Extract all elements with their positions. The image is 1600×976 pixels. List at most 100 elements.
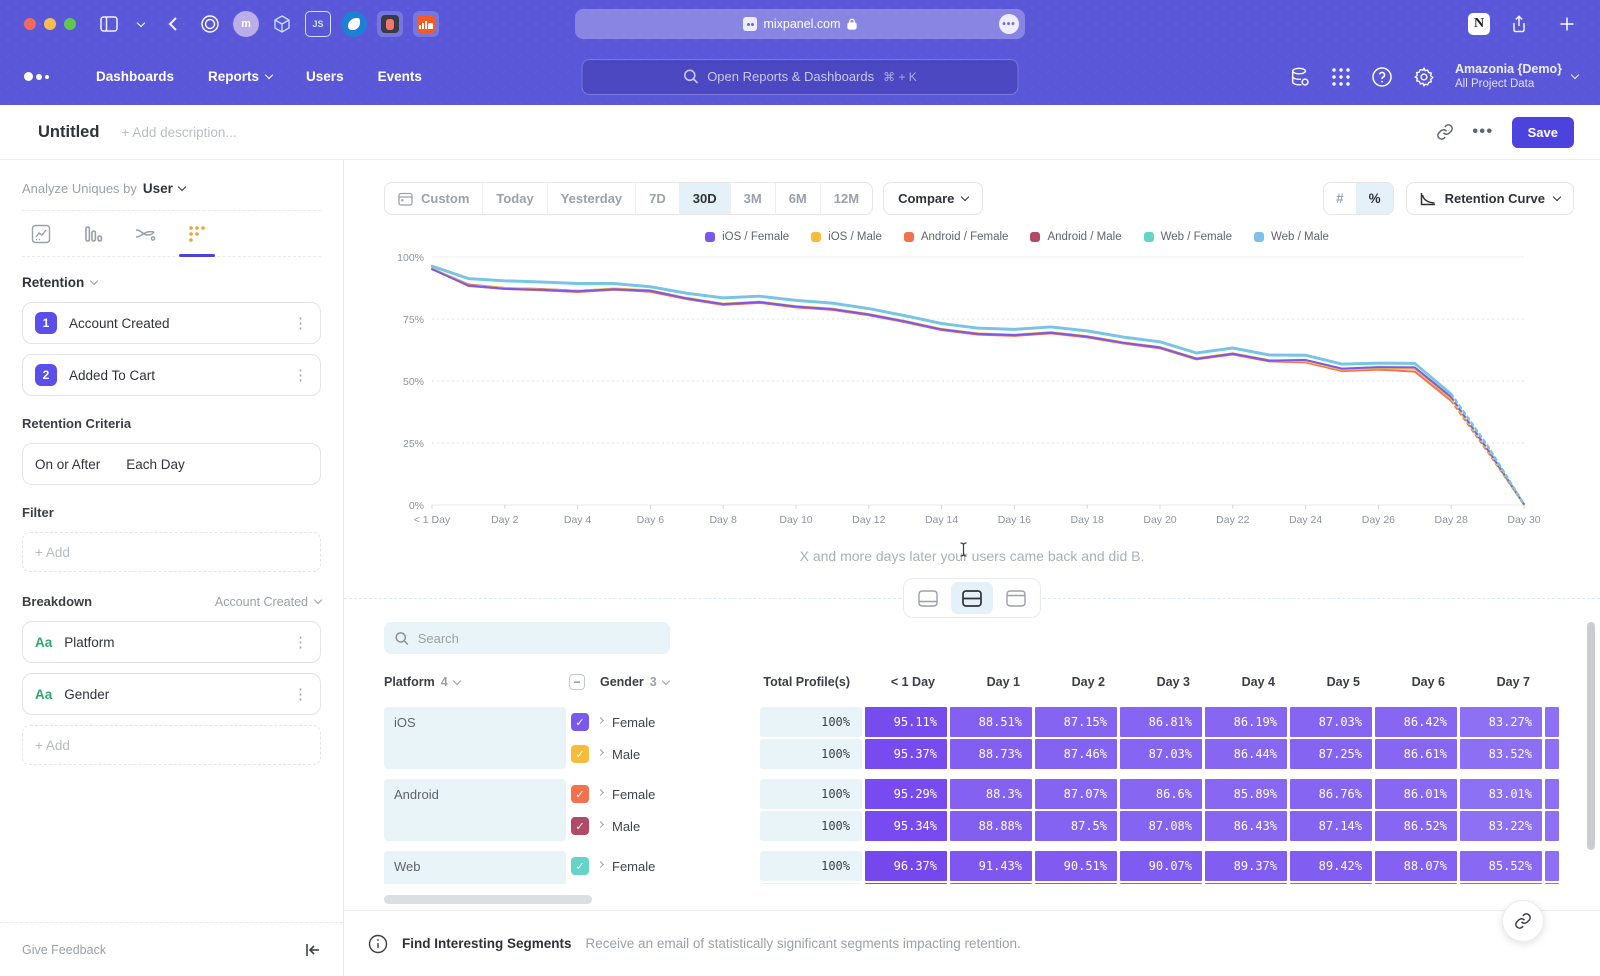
share-link-button[interactable] (1502, 900, 1544, 942)
tab-retention[interactable] (179, 224, 215, 257)
cube-icon[interactable] (269, 11, 295, 37)
back-button[interactable] (160, 11, 186, 37)
project-switcher[interactable]: Amazonia {Demo} All Project Data (1455, 62, 1580, 92)
nav-item-events[interactable]: Events (378, 69, 422, 84)
retention-value-cell[interactable]: 95.11% (865, 707, 947, 737)
retention-value-cell[interactable]: 87.07% (1035, 779, 1117, 809)
m-avatar[interactable]: m (233, 11, 259, 37)
collapse-panel-icon[interactable] (305, 943, 321, 957)
retention-value-cell[interactable]: 91.43% (950, 851, 1032, 881)
global-search-button[interactable]: Open Reports & Dashboards ⌘ + K (581, 58, 1019, 95)
mixpanel-logo[interactable] (24, 72, 49, 81)
retention-value-cell[interactable]: 91.41% (950, 883, 1032, 884)
retention-step-card[interactable]: 2 Added To Cart ⋮ (22, 354, 321, 396)
breakdown-event-dropdown[interactable]: Account Created (215, 595, 323, 609)
retention-value-cell[interactable]: 86.19% (1205, 707, 1287, 737)
nav-item-users[interactable]: Users (306, 69, 344, 84)
nav-item-dashboards[interactable]: Dashboards (96, 69, 174, 84)
notion-icon[interactable]: N (1468, 13, 1490, 35)
unit-percent-button[interactable]: % (1356, 183, 1393, 214)
chevron-down-icon[interactable] (134, 11, 148, 37)
legend-item[interactable]: Android / Male (1030, 231, 1122, 243)
series-checkbox[interactable]: ✓ (571, 817, 589, 835)
table-search[interactable] (384, 622, 670, 654)
retention-value-cell[interactable]: 88.07% (1375, 851, 1457, 881)
vertical-scrollbar[interactable] (1587, 622, 1595, 850)
retention-value-cell[interactable]: 86.43% (1205, 811, 1287, 841)
step-options-kebab[interactable]: ⋮ (293, 315, 308, 332)
help-icon[interactable] (1371, 66, 1393, 88)
browser-sidebar-icon[interactable] (96, 11, 122, 37)
settings-gear-icon[interactable] (1413, 66, 1435, 88)
retention-value-cell[interactable]: 85.52% (1460, 851, 1542, 881)
legend-item[interactable]: Android / Female (903, 231, 1008, 243)
reader-icon[interactable] (377, 11, 403, 37)
day-column-header[interactable]: Day 6 (1411, 675, 1445, 689)
retention-section-dropdown[interactable]: Retention (22, 275, 321, 290)
retention-value-cell[interactable]: 95.34% (865, 811, 947, 841)
maximize-window-button[interactable] (64, 18, 76, 30)
day-column-header[interactable]: < 1 Day (890, 675, 935, 689)
retention-value-cell[interactable]: 96.04% (865, 883, 947, 884)
day-column-header[interactable]: Day 3 (1156, 675, 1190, 689)
range-custom[interactable]: Custom (385, 183, 484, 214)
close-window-button[interactable] (24, 18, 36, 30)
legend-item[interactable]: iOS / Female (705, 231, 789, 243)
range-today[interactable]: Today (483, 183, 548, 214)
retention-value-cell[interactable]: 89.48% (1205, 883, 1287, 884)
tab-funnels[interactable] (80, 224, 106, 256)
retention-value-cell[interactable]: 90.54% (1035, 883, 1117, 884)
retention-value-cell[interactable]: 87.5% (1035, 811, 1117, 841)
breakdown-options-kebab[interactable]: ⋮ (293, 634, 308, 651)
address-bar[interactable]: mixpanel.com ••• (575, 9, 1025, 39)
retention-value-cell[interactable]: 95.29% (865, 779, 947, 809)
range-3m[interactable]: 3M (731, 183, 776, 214)
legend-item[interactable]: Web / Male (1253, 231, 1329, 243)
range-yesterday[interactable]: Yesterday (548, 183, 637, 214)
add-description[interactable]: + Add description... (121, 124, 237, 140)
minimize-window-button[interactable] (44, 18, 56, 30)
series-checkbox[interactable]: ✓ (571, 745, 589, 763)
expand-chevron-icon[interactable] (596, 716, 605, 725)
js-icon[interactable]: JS (305, 11, 331, 37)
retention-value-cell[interactable]: 86.01% (1375, 779, 1457, 809)
retention-value-cell[interactable]: 90.51% (1035, 851, 1117, 881)
step-options-kebab[interactable]: ⋮ (293, 367, 308, 384)
retention-value-cell[interactable]: 83.27% (1460, 707, 1542, 737)
layout-chart-only-button[interactable] (907, 582, 949, 614)
retention-value-cell[interactable]: 86.76% (1290, 779, 1372, 809)
series-checkbox[interactable]: ✓ (571, 857, 589, 875)
retention-value-cell[interactable]: 87.25% (1290, 739, 1372, 769)
day-column-header[interactable]: Day 1 (986, 675, 1020, 689)
expand-chevron-icon[interactable] (596, 788, 605, 797)
retention-value-cell[interactable]: 83.52% (1460, 739, 1542, 769)
horizontal-scrollbar[interactable] (384, 895, 592, 904)
retention-value-cell[interactable]: 88.3% (950, 779, 1032, 809)
retention-step-card[interactable]: 1 Account Created ⋮ (22, 302, 321, 344)
save-button[interactable]: Save (1511, 116, 1574, 148)
retention-value-cell[interactable]: 86.52% (1375, 811, 1457, 841)
retention-value-cell[interactable]: 87.08% (1120, 811, 1202, 841)
retention-value-cell[interactable]: 86.42% (1375, 707, 1457, 737)
tab-insights[interactable] (28, 224, 54, 256)
give-feedback-link[interactable]: Give Feedback (22, 942, 107, 957)
share-icon[interactable] (1506, 11, 1532, 37)
add-filter-button[interactable]: + Add (22, 532, 321, 572)
apps-grid-icon[interactable] (1331, 67, 1351, 87)
retention-value-cell[interactable]: 88.73% (950, 739, 1032, 769)
retention-value-cell[interactable]: 87.46% (1035, 739, 1117, 769)
expand-chevron-icon[interactable] (596, 748, 605, 757)
retention-value-cell[interactable]: 86.6% (1120, 779, 1202, 809)
tab-flows[interactable] (132, 224, 158, 256)
breakdown-card-platform[interactable]: Aa Platform ⋮ (22, 621, 321, 663)
day-column-header[interactable]: Day 4 (1241, 675, 1275, 689)
retention-value-cell[interactable]: 89.43% (1290, 883, 1372, 884)
retention-value-cell[interactable]: 87.14% (1290, 811, 1372, 841)
target-icon[interactable] (197, 11, 223, 37)
series-checkbox[interactable]: ✓ (571, 785, 589, 803)
platform-column-header[interactable]: Platform 4 (384, 675, 566, 689)
retention-value-cell[interactable]: 90.01% (1120, 883, 1202, 884)
day-column-header[interactable]: Day 2 (1071, 675, 1105, 689)
more-options-button[interactable]: ••• (1472, 123, 1494, 140)
chart-type-dropdown[interactable]: Retention Curve (1405, 182, 1574, 215)
